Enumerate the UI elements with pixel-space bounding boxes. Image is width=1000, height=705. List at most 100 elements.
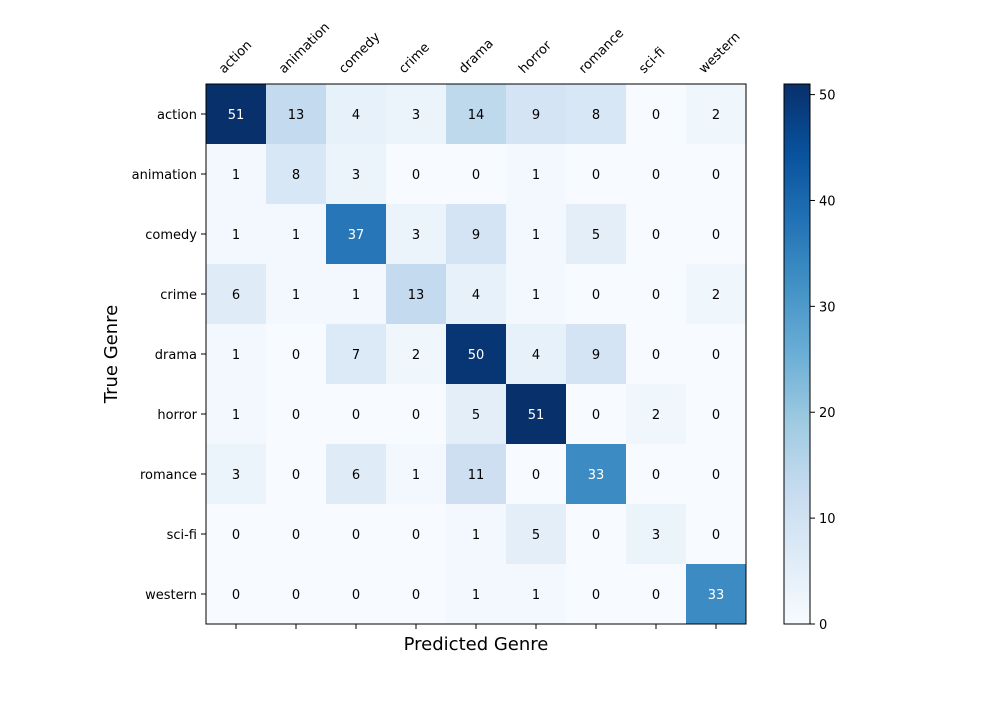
- cell-value-label: 0: [412, 168, 420, 183]
- heatmap-cell: [446, 384, 506, 444]
- heatmap-cell: [686, 564, 746, 624]
- heatmap-cell: [266, 204, 326, 264]
- x-tick-label: horror: [516, 38, 555, 77]
- heatmap-cell: [626, 84, 686, 144]
- y-tick-label: comedy: [145, 228, 197, 243]
- heatmap-cell: [206, 564, 266, 624]
- heatmap-cell: [686, 144, 746, 204]
- heatmap-cell: [686, 444, 746, 504]
- heatmap-cell: [686, 504, 746, 564]
- cell-value-label: 2: [412, 348, 420, 363]
- heatmap-cell: [206, 84, 266, 144]
- cell-value-label: 1: [472, 588, 480, 603]
- cell-value-label: 0: [412, 408, 420, 423]
- x-tick-label: western: [696, 30, 743, 77]
- heatmap-cell: [566, 204, 626, 264]
- cell-value-label: 5: [532, 528, 540, 543]
- heatmap-cell: [326, 264, 386, 324]
- heatmap-cell: [326, 324, 386, 384]
- heatmap-cell: [626, 144, 686, 204]
- heatmap-cell: [326, 204, 386, 264]
- heatmap-cell: [506, 324, 566, 384]
- x-tick-label: sci-fi: [636, 45, 668, 77]
- heatmap-cell: [506, 564, 566, 624]
- heatmap-cell: [266, 144, 326, 204]
- heatmap-cell: [686, 324, 746, 384]
- heatmap-cell: [566, 84, 626, 144]
- cell-value-label: 7: [352, 348, 360, 363]
- cell-value-label: 0: [292, 348, 300, 363]
- heatmap-cell: [326, 444, 386, 504]
- heatmap-cell-labels: 51 13 4 3 14 9 8 0 21 8 3 0 0 1 0 0 01 1 37 3 9 1 5 0 06 1 1 13 4 1 0 0…: [228, 108, 725, 603]
- cell-value-label: 0: [712, 348, 720, 363]
- cell-value-label: 0: [592, 528, 600, 543]
- x-tick-label: drama: [456, 36, 496, 76]
- x-tick-label: action: [216, 38, 255, 77]
- heatmap-cell: [686, 264, 746, 324]
- heatmap-cell: [446, 324, 506, 384]
- heatmap-cell: [506, 504, 566, 564]
- cell-value-label: 0: [412, 588, 420, 603]
- heatmap-cell: [266, 264, 326, 324]
- cell-value-label: 2: [712, 108, 720, 123]
- cell-value-label: 9: [532, 108, 540, 123]
- cell-value-label: 0: [592, 168, 600, 183]
- heatmap-cell: [686, 204, 746, 264]
- cell-value-label: 1: [232, 348, 240, 363]
- heatmap-cell: [446, 444, 506, 504]
- heatmap-cell: [446, 264, 506, 324]
- cell-value-label: 0: [712, 408, 720, 423]
- cell-value-label: 51: [528, 408, 545, 423]
- heatmap-cell: [626, 264, 686, 324]
- cell-value-label: 0: [292, 408, 300, 423]
- cell-value-label: 0: [352, 408, 360, 423]
- heatmap-cell: [506, 84, 566, 144]
- cell-value-label: 4: [352, 108, 360, 123]
- cell-value-label: 0: [652, 348, 660, 363]
- heatmap-cell: [206, 384, 266, 444]
- heatmap-cell: [266, 84, 326, 144]
- colorbar-gradient: [783, 83, 811, 625]
- cell-value-label: 1: [412, 468, 420, 483]
- cell-value-label: 13: [288, 108, 305, 123]
- cell-value-label: 0: [592, 588, 600, 603]
- heatmap-cell: [206, 204, 266, 264]
- cell-value-label: 1: [232, 408, 240, 423]
- colorbar-tick-label: 30: [819, 300, 836, 315]
- heatmap-cell: [386, 504, 446, 564]
- cell-value-label: 0: [472, 168, 480, 183]
- heatmap-cell: [566, 504, 626, 564]
- colorbar-tick-label: 0: [819, 618, 827, 633]
- cell-value-label: 0: [532, 468, 540, 483]
- y-tick-label: action: [157, 108, 197, 123]
- colorbar-tick-label: 50: [819, 89, 836, 104]
- heatmap-cell: [386, 204, 446, 264]
- heatmap-cell: [626, 324, 686, 384]
- cell-value-label: 0: [232, 588, 240, 603]
- heatmap-cell: [566, 264, 626, 324]
- heatmap-cell: [206, 444, 266, 504]
- heatmap-cell: [386, 324, 446, 384]
- heatmap-cell: [326, 384, 386, 444]
- colorbar-tick-label: 10: [819, 512, 836, 527]
- cell-value-label: 0: [352, 528, 360, 543]
- y-tick-label: horror: [157, 408, 197, 423]
- heatmap-cell: [386, 384, 446, 444]
- heatmap-cell: [446, 564, 506, 624]
- cell-value-label: 1: [292, 288, 300, 303]
- cell-value-label: 50: [468, 348, 485, 363]
- cell-value-label: 3: [412, 228, 420, 243]
- cell-value-label: 2: [652, 408, 660, 423]
- cell-value-label: 0: [652, 588, 660, 603]
- heatmap-cell: [506, 204, 566, 264]
- y-axis-ticks: action animation comedy crime drama horror rom…: [132, 108, 206, 603]
- cell-value-label: 0: [592, 408, 600, 423]
- cell-value-label: 5: [472, 408, 480, 423]
- heatmap-cell: [206, 144, 266, 204]
- heatmap-cell: [206, 264, 266, 324]
- heatmap-cell: [506, 384, 566, 444]
- cell-value-label: 13: [408, 288, 425, 303]
- heatmap-cell: [566, 324, 626, 384]
